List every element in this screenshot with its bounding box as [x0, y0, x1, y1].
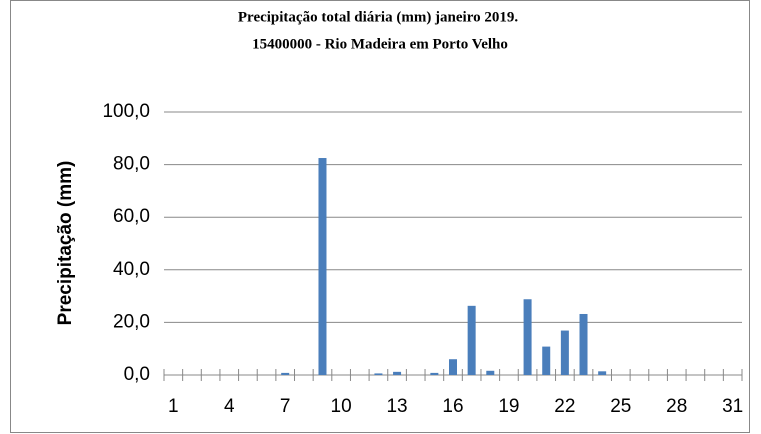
bar [560, 330, 569, 375]
bar [374, 373, 383, 375]
bar [486, 370, 495, 375]
bar [523, 299, 532, 375]
x-tick-label: 19 [498, 396, 519, 417]
chart-border [10, 0, 750, 433]
bar [579, 313, 588, 375]
chart-title: Precipitação total diária (mm) janeiro 2… [238, 9, 518, 25]
y-tick-label: 80,0 [113, 154, 150, 175]
x-tick-label: 16 [442, 396, 463, 417]
x-tick-label: 10 [331, 396, 352, 417]
x-tick-label: 22 [554, 396, 575, 417]
y-tick-label: 40,0 [113, 259, 150, 280]
x-tick-label: 25 [610, 396, 631, 417]
y-tick-label: 60,0 [113, 206, 150, 227]
x-tick-label: 13 [386, 396, 407, 417]
bar [318, 158, 327, 375]
x-tick-label: 1 [168, 396, 179, 417]
bar [598, 371, 607, 375]
x-tick-label: 4 [224, 396, 235, 417]
bar [542, 346, 551, 375]
y-tick-label: 100,0 [102, 101, 150, 122]
x-tick-label: 7 [280, 396, 291, 417]
bar [393, 371, 402, 375]
bar [430, 372, 439, 375]
chart-subtitle: 15400000 - Rio Madeira em Porto Velho [252, 36, 508, 52]
bar [449, 359, 457, 375]
y-tick-label: 0,0 [124, 364, 150, 385]
x-tick-label: 31 [722, 396, 743, 417]
bar [467, 305, 476, 375]
y-tick-label: 20,0 [113, 311, 150, 332]
x-tick-label: 28 [666, 396, 687, 417]
bar [281, 372, 290, 375]
y-axis-label: Precipitação (mm) [55, 161, 76, 326]
